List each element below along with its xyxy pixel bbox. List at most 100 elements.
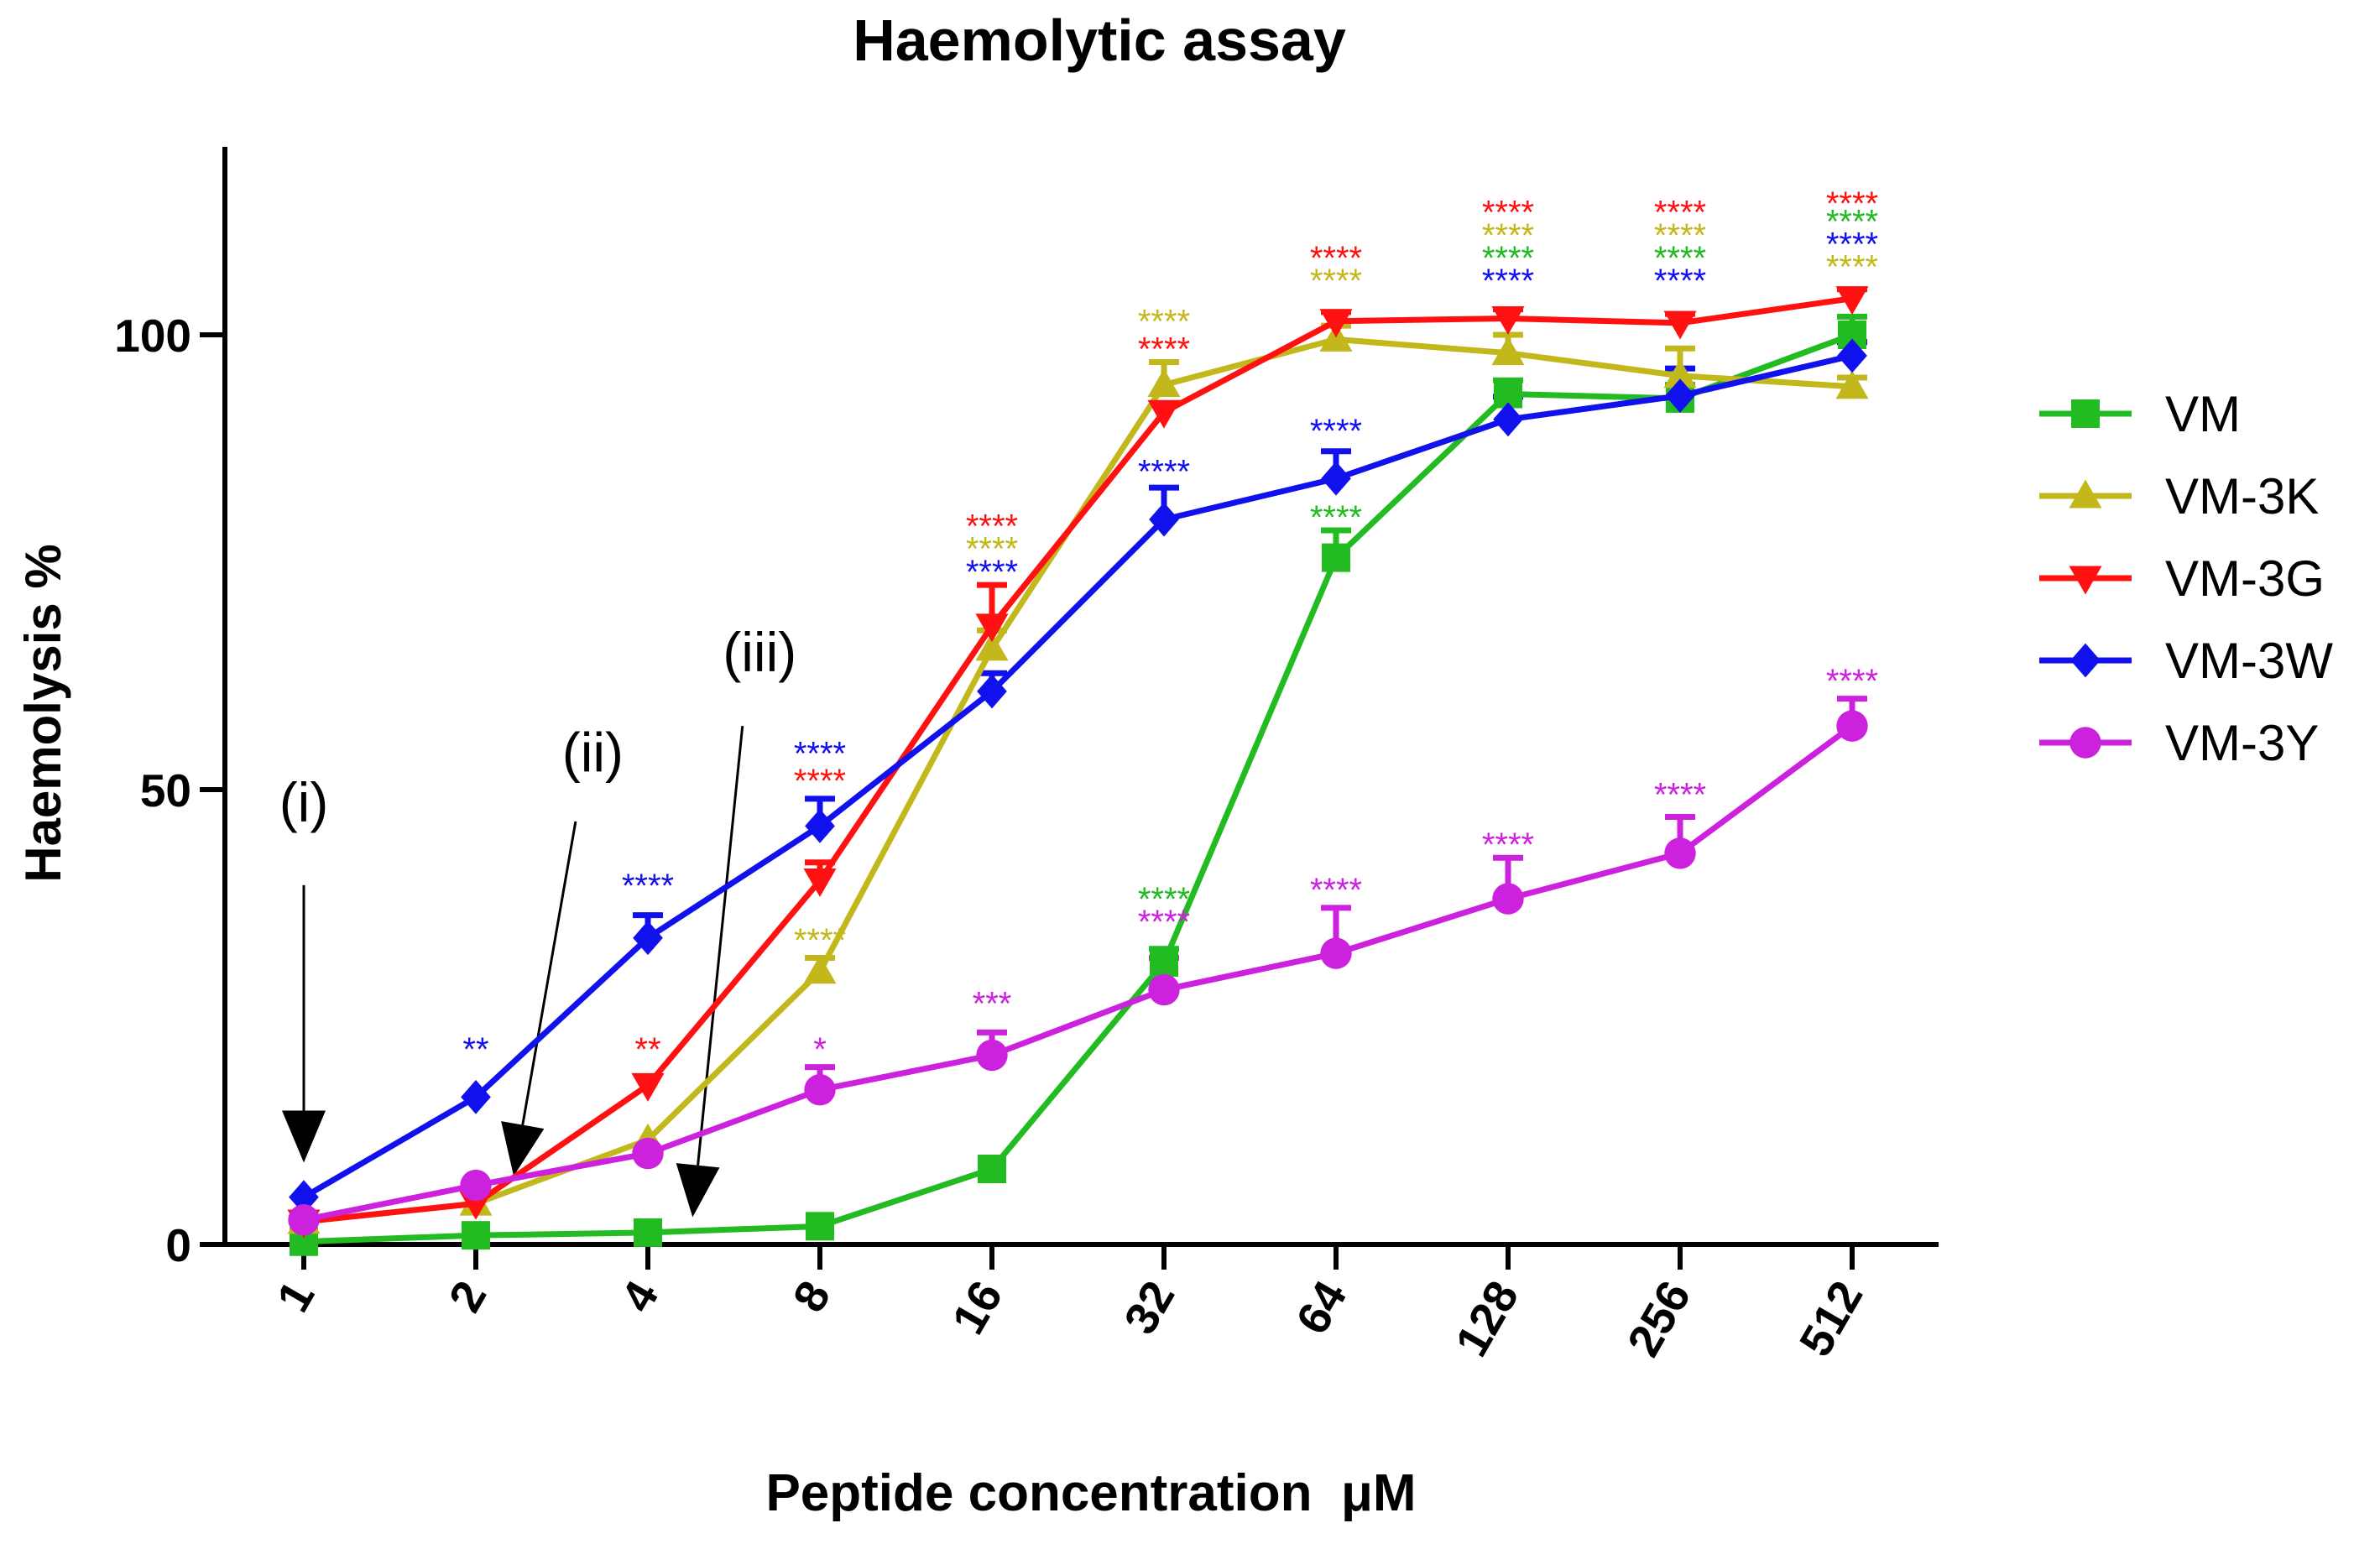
data-point-vm-3k (1491, 336, 1525, 366)
significance-label: **** (1310, 240, 1362, 277)
series-line-vm (303, 331, 1854, 1245)
data-point-vm-3y (1492, 883, 1524, 915)
data-point-vm-3w (289, 1180, 319, 1215)
data-point-vm-3w (633, 921, 663, 956)
data-point-vm (462, 1221, 490, 1250)
significance-label: *** (973, 986, 1012, 1023)
x-tick-label: 256 (1617, 1272, 1701, 1364)
significance-label: ** (462, 1031, 488, 1068)
legend-label: VM-3K (2165, 468, 2319, 524)
series-line-vm-3w (302, 352, 1853, 1200)
series-line-vm-3y (303, 723, 1855, 1223)
data-point-vm-3w (1149, 502, 1179, 537)
legend-marker (2071, 399, 2100, 428)
annotation-arrow-head (501, 1121, 545, 1176)
significance-label: **** (1826, 249, 1878, 286)
data-point-vm-3y (1664, 837, 1696, 869)
data-point-vm (978, 1155, 1006, 1184)
significance-label: **** (1654, 263, 1706, 300)
data-point-vm-3w (461, 1079, 491, 1114)
annotation-label: (i) (279, 771, 329, 833)
y-tick-label: 0 (165, 1219, 191, 1271)
x-tick-label: 1 (266, 1272, 324, 1320)
significance-label: **** (622, 868, 674, 905)
data-point-vm-3g (631, 1072, 665, 1102)
y-tick-label: 50 (140, 764, 191, 816)
significance-label: **** (1138, 454, 1190, 491)
data-point-vm-3g (1835, 286, 1869, 316)
data-point-vm-3y (460, 1169, 492, 1202)
data-point-vm-3w (1837, 338, 1867, 373)
legend-marker (2070, 643, 2101, 678)
data-point-vm-3w (977, 674, 1007, 709)
data-point-vm-3g (1663, 310, 1697, 340)
legend-label: VM-3Y (2165, 715, 2319, 771)
annotation-arrow-head (282, 1110, 326, 1163)
x-tick-label: 64 (1286, 1272, 1356, 1343)
x-tick-label: 128 (1445, 1272, 1529, 1364)
x-tick-label: 4 (610, 1272, 668, 1321)
x-tick-label: 2 (438, 1272, 496, 1320)
data-point-vm-3y (976, 1039, 1008, 1072)
data-point-vm-3y (288, 1204, 320, 1236)
significance-label: * (813, 1031, 827, 1068)
significance-label: **** (1482, 827, 1534, 863)
legend-label: VM-3G (2165, 550, 2325, 607)
significance-label: **** (1654, 195, 1706, 232)
significance-label: **** (1826, 227, 1878, 263)
y-axis-label: Haemolysis % (15, 544, 71, 883)
data-point-vm-3y (632, 1137, 664, 1170)
x-tick-label: 512 (1789, 1272, 1873, 1364)
significance-label: **** (794, 763, 846, 800)
significance-label: **** (1310, 872, 1362, 909)
annotation-arrow-shaft (697, 725, 744, 1166)
significance-label: **** (1482, 217, 1534, 254)
significance-label: **** (1138, 331, 1190, 368)
significance-label: **** (1138, 304, 1190, 341)
data-point-vm-3g (975, 613, 1009, 643)
significance-label: **** (1138, 881, 1190, 918)
data-point-vm-3w (1665, 378, 1695, 414)
data-point-vm-3w (805, 808, 835, 843)
significance-label: **** (1826, 204, 1878, 241)
significance-label: **** (1654, 240, 1706, 277)
data-point-vm-3y (1148, 973, 1180, 1006)
data-point-vm-3y (804, 1074, 836, 1106)
x-tick-label: 16 (942, 1272, 1012, 1343)
significance-label: **** (1138, 904, 1190, 941)
legend-marker (2069, 479, 2102, 509)
annotation-label: (ii) (562, 721, 624, 783)
data-point-vm-3k (1835, 370, 1869, 399)
legend-label: VM-3W (2165, 633, 2333, 689)
data-point-vm-3k (803, 955, 837, 984)
data-point-vm (1322, 543, 1350, 572)
significance-label: **** (1654, 217, 1706, 254)
significance-label: **** (966, 509, 1018, 545)
significance-label: **** (1310, 499, 1362, 536)
data-point-vm-3y (1836, 710, 1868, 742)
data-point-vm-3g (1319, 309, 1353, 338)
legend-marker (2069, 566, 2102, 595)
significance-label: **** (1310, 263, 1362, 300)
data-point-vm-3g (1491, 306, 1525, 336)
data-point-vm (806, 1212, 834, 1241)
x-tick-label: 32 (1114, 1272, 1184, 1343)
data-point-vm-3g (803, 868, 837, 897)
significance-label: **** (1482, 195, 1534, 232)
data-point-vm-3k (1147, 368, 1181, 398)
data-point-vm (1150, 947, 1178, 977)
significance-label: **** (794, 922, 846, 959)
chart-title: Haemolytic assay (853, 8, 1346, 73)
annotation-label: (iii) (723, 621, 796, 683)
significance-label: **** (1826, 663, 1878, 700)
significance-label: **** (794, 736, 846, 773)
significance-label: ** (634, 1031, 660, 1068)
data-point-vm-3g (1147, 399, 1181, 429)
annotation-arrow-shaft (521, 821, 577, 1125)
data-point-vm-3k (1663, 359, 1697, 389)
significance-label: **** (966, 531, 1018, 568)
legend-marker (2069, 727, 2101, 759)
series-line-vm-3k (303, 336, 1853, 1225)
data-point-vm-3w (1493, 402, 1523, 437)
